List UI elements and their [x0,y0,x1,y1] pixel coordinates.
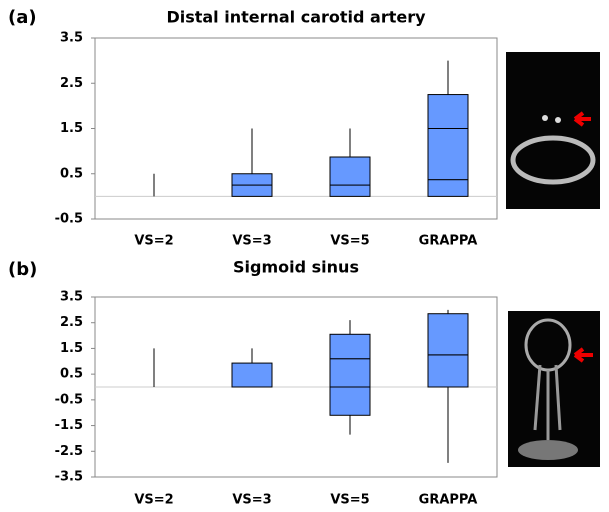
box-segment [428,180,468,197]
box-segment [428,129,468,180]
box-segment [232,185,272,196]
chart-title: Distal internal carotid artery [166,8,426,27]
y-tick-label: -0.5 [55,392,83,407]
box-segment [330,387,370,415]
panel-label: (b) [8,259,37,280]
y-tick-label: 2.5 [60,315,83,330]
mri-image [506,52,600,209]
panel-label: (a) [8,7,37,28]
figure: (a) Distal internal carotid artery -0.5 0.5… [0,0,609,512]
mri-structure [555,117,561,123]
y-tick-label: -0.5 [55,212,83,227]
box-segment [428,95,468,129]
y-tick-label: 1.5 [60,121,83,136]
y-tick-label: 0.5 [60,367,83,382]
x-tick-label: VS=5 [330,234,369,249]
box-segment [330,359,370,387]
x-tick-label: VS=5 [330,493,369,508]
x-tick-label: GRAPPA [419,493,478,508]
box-segment [428,314,468,355]
y-tick-label: -2.5 [55,444,83,459]
y-tick-label: -1.5 [55,418,83,433]
y-tick-label: 0.5 [60,166,83,181]
y-tick-label: -3.5 [55,470,83,485]
box-segment [330,157,370,185]
x-tick-label: VS=2 [134,234,173,249]
y-tick-label: 3.5 [60,290,83,305]
chart-title: Sigmoid sinus [233,258,359,277]
y-tick-label: 3.5 [60,31,83,46]
box-segment [330,185,370,196]
x-tick-label: VS=2 [134,493,173,508]
image-b [508,311,600,467]
image-a [506,52,600,209]
x-tick-label: VS=3 [232,234,271,249]
mri-structure [542,115,548,121]
mri-structure [518,440,578,460]
y-tick-label: 1.5 [60,341,83,356]
y-tick-label: 2.5 [60,76,83,91]
box-segment [232,174,272,185]
x-tick-label: GRAPPA [419,234,478,249]
x-tick-label: VS=3 [232,493,271,508]
box-segment [330,334,370,358]
box-segment [428,355,468,387]
box-segment [232,363,272,387]
